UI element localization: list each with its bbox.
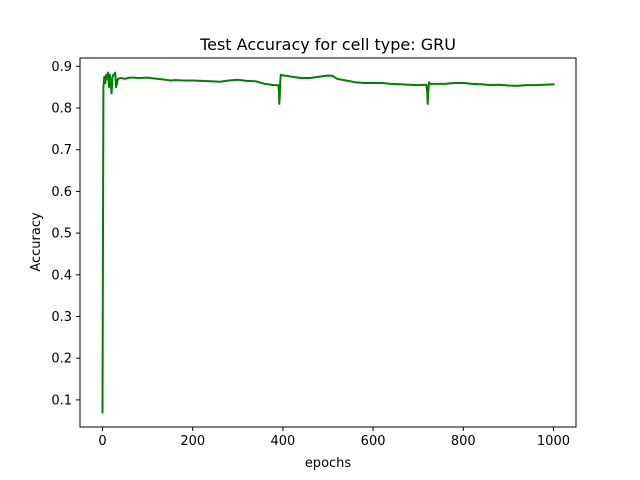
y-tick-label: 0.6: [51, 185, 72, 200]
x-axis-label: epochs: [305, 456, 352, 471]
y-tick-label: 0.9: [51, 60, 72, 75]
y-tick-label: 0.8: [51, 102, 72, 117]
x-tick-label: 0: [98, 434, 106, 449]
series-line-0: [101, 71, 555, 414]
chart-title: Test Accuracy for cell type: GRU: [199, 35, 456, 54]
y-tick-label: 0.7: [51, 143, 72, 158]
x-tick-label: 800: [451, 434, 476, 449]
y-tick-label: 0.1: [51, 393, 72, 408]
y-tick-label: 0.5: [51, 227, 72, 242]
x-tick-label: 400: [270, 434, 295, 449]
x-tick-label: 1000: [537, 434, 570, 449]
y-tick-label: 0.2: [51, 352, 72, 367]
y-tick-label: 0.3: [51, 310, 72, 325]
axes-frame: [79, 57, 577, 428]
x-tick-label: 600: [361, 434, 386, 449]
plot-area: 0 200 400 600 800 1000 0.1 0.2 0.3 0.4 0.5 0.6 0.7 0.…: [51, 57, 577, 449]
y-tick-label: 0.4: [51, 268, 72, 283]
y-axis-label: Accuracy: [29, 212, 44, 272]
x-tick-label: 200: [180, 434, 205, 449]
